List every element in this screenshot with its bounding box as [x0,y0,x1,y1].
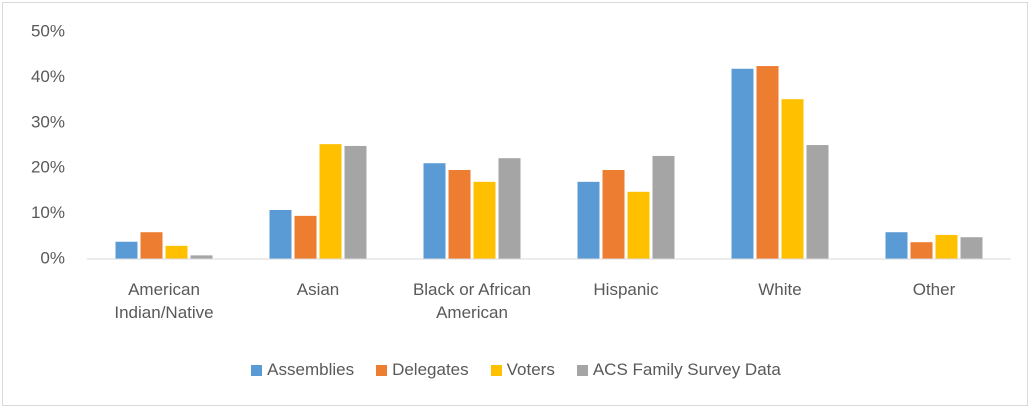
y-tick-label: 40% [31,67,65,86]
legend: Assemblies Delegates Voters ACS Family Surv… [0,360,1032,380]
legend-item: Delegates [376,360,469,380]
x-tick-label: Other [912,280,956,299]
bar [885,232,908,259]
bar [910,242,933,259]
bar [140,232,163,259]
y-tick-label: 50% [31,21,65,40]
legend-label: Delegates [392,360,469,379]
bar [294,215,317,259]
y-tick-label: 20% [31,158,65,177]
bar [190,255,213,259]
bar [960,237,983,259]
x-tick-label: Black or African American [412,280,532,322]
legend-item: Assemblies [251,360,354,380]
y-tick-label: 10% [31,203,65,222]
bar [344,145,367,259]
legend-swatch [576,364,588,376]
x-tick-label: White [758,280,802,299]
legend-item: Voters [490,360,555,380]
legend-label: Voters [506,360,555,379]
bar [319,144,342,259]
bar [602,170,625,259]
bar [165,245,188,259]
bar [652,155,675,259]
legend-swatch [251,364,263,376]
y-tick-label: 0% [40,248,65,267]
bar [781,99,804,259]
bar [473,181,496,259]
bar [627,191,650,259]
legend-item: ACS Family Survey Data [576,360,781,380]
bar [423,163,446,259]
bar [935,234,958,259]
bar [806,145,829,259]
legend-label: ACS Family Survey Data [592,360,781,379]
bar [115,241,138,259]
bar [448,170,471,259]
x-tick-label: American Indian/Native [114,280,214,322]
x-tick-label: Asian [296,280,340,299]
y-tick-label: 30% [31,112,65,131]
bar [498,158,521,259]
bar [756,66,779,259]
legend-swatch [490,364,502,376]
legend-label: Assemblies [267,360,355,379]
legend-swatch [376,364,388,376]
bar [731,68,754,259]
x-tick-label: Hispanic [593,280,659,299]
chart-frame [2,2,1028,406]
bar [269,209,292,259]
bar [577,181,600,259]
